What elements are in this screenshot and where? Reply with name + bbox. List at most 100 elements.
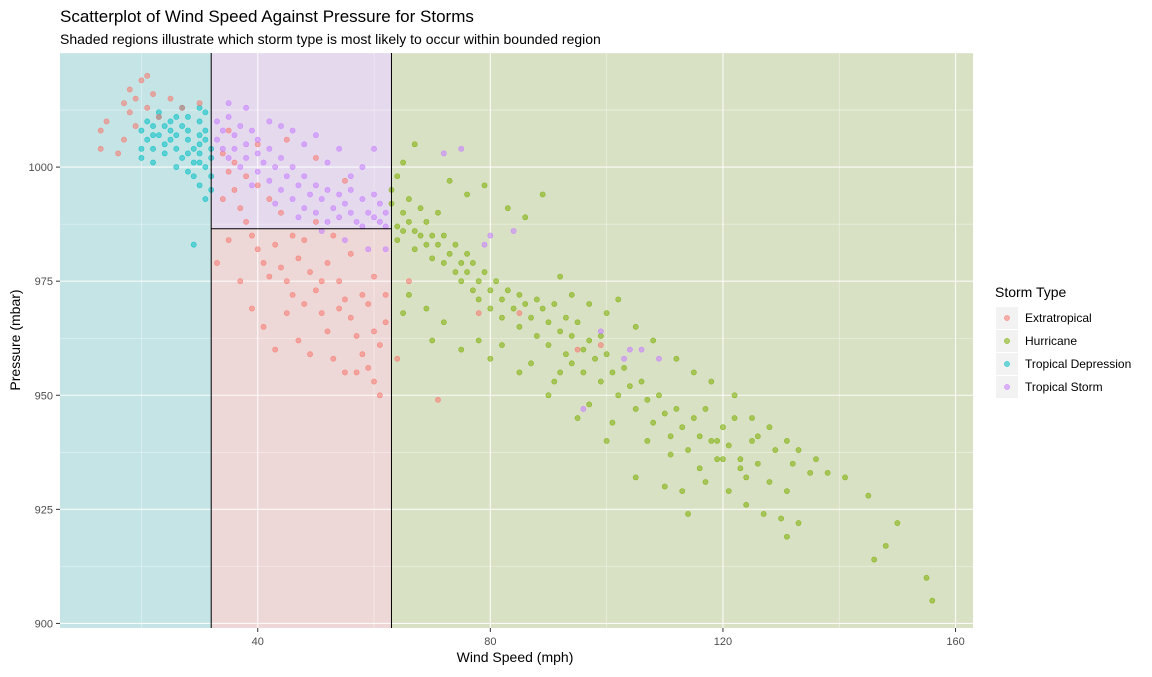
data-point bbox=[615, 392, 622, 399]
data-point bbox=[400, 310, 407, 317]
data-point bbox=[679, 488, 686, 494]
data-point bbox=[394, 237, 401, 244]
data-point bbox=[784, 437, 790, 444]
data-point bbox=[597, 378, 604, 385]
data-point bbox=[272, 241, 279, 248]
data-point bbox=[289, 196, 296, 202]
x-axis-label: Wind Speed (mph) bbox=[457, 649, 574, 665]
data-point bbox=[650, 419, 657, 426]
x-tick-label: 160 bbox=[946, 636, 964, 648]
data-point bbox=[411, 246, 418, 253]
data-point bbox=[882, 542, 889, 549]
data-point bbox=[743, 474, 750, 481]
data-point bbox=[103, 118, 110, 125]
data-point bbox=[155, 113, 162, 120]
data-point bbox=[574, 346, 581, 353]
data-point bbox=[185, 136, 191, 143]
data-point bbox=[452, 269, 459, 275]
data-point bbox=[574, 319, 581, 326]
data-point bbox=[376, 392, 383, 399]
data-point bbox=[347, 187, 354, 193]
chart-title: Scatterplot of Wind Speed Against Pressu… bbox=[60, 7, 474, 26]
data-point bbox=[289, 164, 296, 170]
data-point bbox=[469, 260, 476, 266]
data-point bbox=[266, 196, 273, 202]
data-point bbox=[272, 200, 279, 207]
data-point bbox=[679, 424, 686, 431]
data-point bbox=[260, 323, 267, 330]
y-axis-label: Pressure (mbar) bbox=[7, 289, 23, 390]
data-point bbox=[214, 260, 220, 266]
data-point bbox=[144, 104, 151, 111]
y-tick-label: 975 bbox=[35, 276, 53, 288]
data-point bbox=[656, 392, 662, 399]
data-point bbox=[423, 241, 430, 248]
data-point bbox=[342, 237, 348, 244]
data-point bbox=[167, 118, 174, 125]
data-point bbox=[173, 113, 180, 120]
x-tick-label: 80 bbox=[484, 636, 496, 648]
data-point bbox=[435, 396, 441, 403]
data-point bbox=[661, 410, 668, 417]
data-point bbox=[499, 342, 505, 348]
data-point bbox=[720, 456, 726, 463]
data-point bbox=[382, 246, 389, 253]
data-point bbox=[272, 346, 279, 353]
data-point bbox=[155, 132, 162, 139]
data-point bbox=[400, 159, 407, 166]
data-point bbox=[231, 145, 238, 152]
data-point bbox=[586, 301, 593, 307]
data-point bbox=[342, 296, 348, 303]
data-point bbox=[586, 337, 593, 344]
data-point bbox=[359, 291, 366, 298]
data-point bbox=[330, 232, 337, 239]
data-point bbox=[161, 150, 168, 157]
data-point bbox=[150, 145, 156, 152]
data-point bbox=[260, 260, 267, 266]
data-point bbox=[138, 77, 145, 84]
data-point bbox=[720, 424, 726, 431]
data-point bbox=[650, 337, 657, 344]
data-point bbox=[638, 378, 645, 385]
data-point bbox=[196, 150, 203, 157]
data-point bbox=[202, 164, 209, 170]
data-point bbox=[394, 173, 401, 180]
data-point bbox=[475, 310, 482, 317]
data-point bbox=[714, 437, 721, 444]
data-point bbox=[371, 378, 377, 385]
data-point bbox=[324, 159, 331, 166]
data-point bbox=[417, 205, 424, 212]
data-point bbox=[283, 278, 290, 285]
data-point bbox=[458, 346, 465, 353]
data-point bbox=[312, 155, 319, 161]
data-point bbox=[150, 132, 156, 139]
data-point bbox=[307, 191, 313, 198]
data-point bbox=[138, 127, 145, 134]
data-point bbox=[423, 218, 430, 225]
data-point bbox=[516, 323, 523, 330]
data-point bbox=[283, 310, 290, 317]
data-point bbox=[406, 278, 412, 285]
data-point bbox=[481, 269, 488, 275]
data-point bbox=[237, 278, 244, 285]
data-point bbox=[342, 369, 348, 376]
data-point bbox=[545, 392, 552, 399]
data-point bbox=[469, 287, 476, 294]
data-point bbox=[382, 319, 389, 326]
data-point bbox=[487, 305, 494, 312]
data-point bbox=[243, 173, 249, 180]
data-point bbox=[749, 437, 755, 444]
data-point bbox=[307, 269, 313, 275]
data-point bbox=[336, 191, 343, 198]
data-point bbox=[196, 159, 203, 166]
data-point bbox=[702, 479, 709, 485]
data-point bbox=[597, 328, 604, 335]
data-point bbox=[347, 173, 354, 180]
data-point bbox=[190, 159, 197, 166]
data-point bbox=[266, 118, 273, 125]
data-point bbox=[673, 355, 680, 362]
data-point bbox=[632, 323, 639, 330]
data-point bbox=[353, 333, 360, 339]
data-point bbox=[330, 355, 337, 362]
data-point bbox=[574, 415, 581, 421]
